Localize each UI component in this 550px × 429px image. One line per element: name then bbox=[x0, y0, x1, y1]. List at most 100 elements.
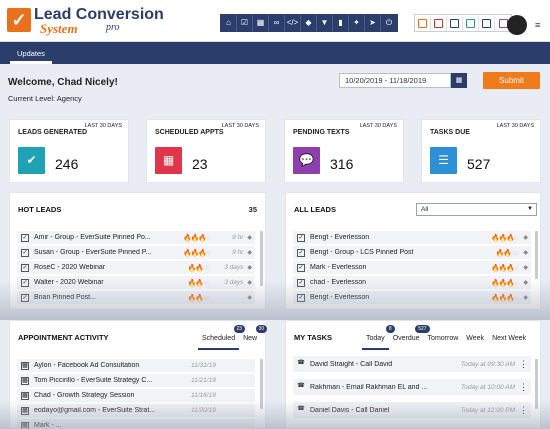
stat-card-2: SCHEDULED APPTS LAST 30 DAYS ▦ 23 bbox=[146, 119, 266, 183]
stat-card-3: PENDING TEXTS LAST 30 DAYS 💬 316 bbox=[284, 119, 404, 183]
status-checkbox-5[interactable] bbox=[479, 15, 495, 31]
scrollbar[interactable] bbox=[535, 231, 538, 279]
list-item[interactable]: ✓ Bengt - Everlesson 🔥🔥🔥○ ◆ bbox=[293, 231, 531, 244]
megaphone-icon[interactable]: ✦ bbox=[349, 15, 365, 31]
tab-label: New bbox=[243, 335, 258, 342]
checkbox-icon bbox=[482, 18, 491, 28]
tab-badge: 527 bbox=[415, 325, 430, 333]
tag-icon[interactable]: ◆ bbox=[247, 235, 252, 241]
menu-icon[interactable]: ≡ bbox=[535, 20, 541, 30]
tab-overdue[interactable]: Overdue 527 bbox=[389, 325, 430, 350]
list-item[interactable]: ✓ Amir - Group - EverSuite Pinned Po... 🔥🔥… bbox=[17, 231, 255, 244]
checkbox-icon[interactable]: ✓ bbox=[21, 263, 29, 272]
flame-rating-icon: 🔥🔥🔥○ bbox=[182, 234, 210, 242]
checkbox-icon[interactable]: ☑ bbox=[237, 15, 253, 31]
tag-icon[interactable]: ◆ bbox=[247, 250, 252, 256]
calendar-icon[interactable]: ▦ bbox=[253, 15, 269, 31]
hot-leads-title: HOT LEADS bbox=[18, 205, 62, 214]
scrollbar[interactable] bbox=[260, 231, 263, 286]
date-range-input[interactable]: 10/20/2019 - 11/18/2019 bbox=[339, 73, 451, 88]
checkbox-icon[interactable]: ✓ bbox=[297, 248, 305, 257]
list-item[interactable]: ✓ Bengt - Group - LCS Pinned Post 🔥🔥○○ ◆ bbox=[293, 246, 531, 259]
list-item[interactable]: ✓ Mark - Everlesson 🔥🔥🔥○ ◆ bbox=[293, 261, 531, 274]
status-checkbox-1[interactable] bbox=[415, 15, 431, 31]
calendar-icon: ▦ bbox=[155, 147, 182, 174]
tab-badge: 8 bbox=[385, 325, 395, 333]
lead-name: Bengt - Group - LCS Pinned Post bbox=[310, 249, 414, 256]
list-item[interactable]: ▦ Chad - Growth Strategy Session 11/16/19 bbox=[17, 389, 255, 402]
tab-tomorrow[interactable]: Tomorrow bbox=[424, 335, 463, 350]
status-checkbox-4[interactable] bbox=[463, 15, 479, 31]
nav-updates[interactable]: Updates bbox=[17, 49, 45, 58]
chat-icon: 💬 bbox=[293, 147, 320, 174]
calendar-icon: ▦ bbox=[21, 376, 29, 385]
stat-title: SCHEDULED APPTS bbox=[155, 129, 224, 136]
stat-period: LAST 30 DAYS bbox=[84, 123, 122, 129]
tab-label: Overdue bbox=[392, 335, 420, 342]
list-item[interactable]: ▦ Tom Piccirillo - EverSuite Strategy C..… bbox=[17, 374, 255, 387]
list-item[interactable]: ▦ Aylon - Facebook Ad Consultation 11/31/1… bbox=[17, 359, 255, 372]
hot-leads-count: 35 bbox=[248, 205, 257, 214]
stat-period: LAST 30 DAYS bbox=[496, 123, 534, 129]
status-checkbox-2[interactable] bbox=[431, 15, 447, 31]
list-item[interactable]: ☎ Rakhman - Email Rakhman EL and ... Today… bbox=[293, 379, 531, 395]
more-icon[interactable]: ⋮ bbox=[519, 381, 528, 392]
lead-name: RoseC - 2020 Webinar bbox=[34, 264, 106, 271]
tab-badge: 23 bbox=[233, 325, 246, 333]
tab-today[interactable]: Today 8 bbox=[362, 325, 395, 350]
nav-bar: Updates bbox=[0, 42, 550, 64]
calendar-icon: ▦ bbox=[21, 361, 29, 370]
tag-icon[interactable]: ◆ bbox=[301, 15, 317, 31]
stat-period: LAST 30 DAYS bbox=[359, 123, 397, 129]
tab-week[interactable]: Week bbox=[462, 335, 488, 350]
flame-rating-icon: 🔥🔥○○ bbox=[187, 264, 210, 272]
current-level: Current Level: Agency bbox=[8, 94, 82, 103]
filter-icon[interactable]: ▼ bbox=[317, 15, 333, 31]
checkbox-icon[interactable]: ✓ bbox=[21, 248, 29, 257]
stat-card-4: TASKS DUE LAST 30 DAYS ☰ 527 bbox=[421, 119, 541, 183]
logo-check-icon: ✓ bbox=[7, 8, 31, 32]
lead-name: Mark - Everlesson bbox=[310, 264, 367, 271]
list-item[interactable]: ✓ RoseC - 2020 Webinar 🔥🔥○○ 3 days ◆ bbox=[17, 261, 255, 274]
link-icon[interactable]: ∞ bbox=[269, 15, 285, 31]
home-icon[interactable]: ⌂ bbox=[221, 15, 237, 31]
calendar-icon[interactable]: ▦ bbox=[451, 73, 467, 88]
more-icon[interactable]: ⋮ bbox=[519, 358, 528, 369]
nav-active-indicator bbox=[10, 61, 52, 64]
chart-icon[interactable]: ▮ bbox=[333, 15, 349, 31]
power-icon[interactable]: ⏻ bbox=[381, 15, 397, 31]
avatar[interactable] bbox=[507, 15, 527, 35]
tab-badge: 30 bbox=[255, 325, 268, 333]
logo-line1: Lead Conversion bbox=[34, 6, 164, 23]
tag-icon[interactable]: ◆ bbox=[247, 265, 252, 271]
flame-rating-icon: 🔥🔥🔥○ bbox=[182, 249, 210, 257]
status-checkbox-3[interactable] bbox=[447, 15, 463, 31]
tab-new[interactable]: New 30 bbox=[239, 325, 268, 350]
checkbox-icon[interactable]: ✓ bbox=[297, 263, 305, 272]
phone-icon: ☎ bbox=[297, 360, 305, 366]
stat-value: 527 bbox=[467, 156, 491, 172]
tab-scheduled[interactable]: Scheduled 23 bbox=[198, 325, 246, 350]
leads-filter-select[interactable]: All ▼ bbox=[416, 203, 537, 216]
list-item[interactable]: ☎ David Straight - Call David Today at 09:… bbox=[293, 356, 531, 372]
checkbox-icon bbox=[450, 18, 459, 28]
submit-button[interactable]: Submit bbox=[483, 72, 540, 89]
stat-title: PENDING TEXTS bbox=[293, 129, 350, 136]
list-item[interactable]: ✓ Susan - Group - EverSuite Pinned P... 🔥🔥… bbox=[17, 246, 255, 259]
task-time: Today at 10:00 AM bbox=[460, 383, 515, 391]
tag-icon[interactable]: ◆ bbox=[523, 235, 528, 241]
tag-icon[interactable]: ◆ bbox=[523, 250, 528, 256]
scrollbar[interactable] bbox=[260, 359, 263, 409]
checkbox-icon[interactable]: ✓ bbox=[297, 233, 305, 242]
tab-label: Next Week bbox=[492, 335, 527, 342]
tab-next-week[interactable]: Next Week bbox=[488, 335, 530, 350]
task-name: Rakhman - Email Rakhman EL and ... bbox=[310, 383, 428, 391]
tag-icon[interactable]: ◆ bbox=[523, 265, 528, 271]
checkbox-icon[interactable]: ✓ bbox=[21, 233, 29, 242]
stat-value: 23 bbox=[192, 156, 208, 172]
all-leads-title: ALL LEADS bbox=[294, 205, 336, 214]
status-checkbox-bar bbox=[414, 14, 512, 32]
code-icon[interactable]: </> bbox=[285, 15, 301, 31]
send-icon[interactable]: ➤ bbox=[365, 15, 381, 31]
scrollbar[interactable] bbox=[535, 359, 538, 409]
